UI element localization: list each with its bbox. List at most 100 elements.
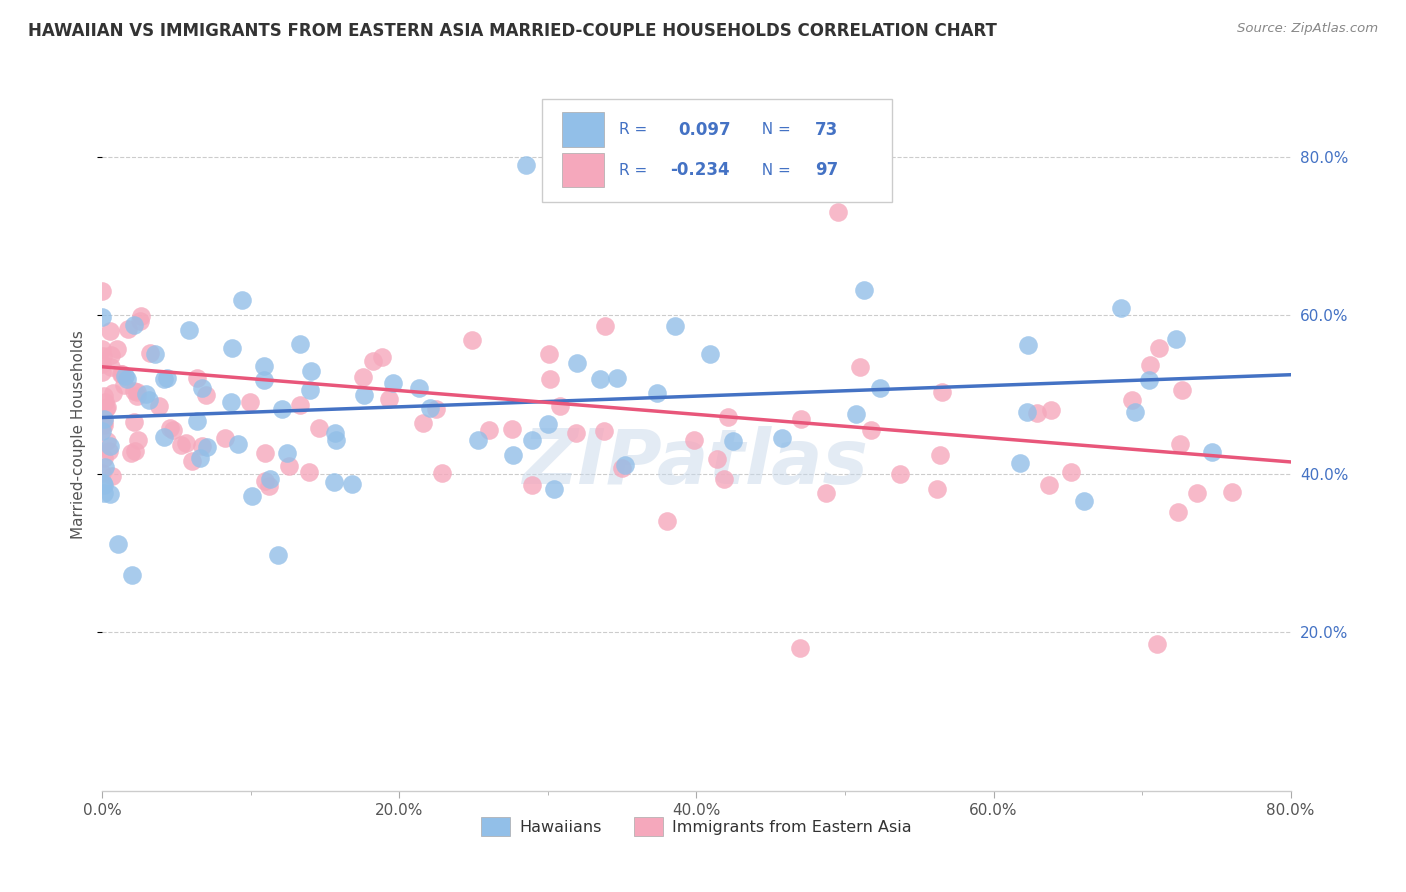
Point xyxy=(91,342,114,356)
Point xyxy=(593,424,616,438)
Point xyxy=(153,372,176,386)
Point xyxy=(91,466,114,480)
Point xyxy=(299,364,322,378)
Point xyxy=(186,370,208,384)
Point xyxy=(122,415,145,429)
Point xyxy=(252,359,274,374)
Point xyxy=(1147,341,1170,355)
Point xyxy=(1168,437,1191,451)
Point xyxy=(117,322,139,336)
Text: 0.097: 0.097 xyxy=(679,120,731,138)
Point xyxy=(353,388,375,402)
Point xyxy=(860,423,883,437)
Point xyxy=(138,346,160,360)
Point xyxy=(259,472,281,486)
Point xyxy=(91,357,114,371)
Point xyxy=(664,318,686,333)
Point xyxy=(181,453,204,467)
Point xyxy=(522,478,544,492)
Point xyxy=(610,461,633,475)
Point xyxy=(174,436,197,450)
Text: N =: N = xyxy=(752,122,796,137)
Point xyxy=(278,459,301,474)
Point xyxy=(101,386,124,401)
Point xyxy=(271,402,294,417)
Point xyxy=(239,395,262,409)
Legend: Hawaiians, Immigrants from Eastern Asia: Hawaiians, Immigrants from Eastern Asia xyxy=(472,809,920,844)
Point xyxy=(538,347,561,361)
Point xyxy=(1109,301,1132,315)
Point xyxy=(156,370,179,384)
Point xyxy=(191,439,214,453)
Point xyxy=(93,389,115,403)
Text: 97: 97 xyxy=(815,161,838,179)
Point xyxy=(276,445,298,459)
Point xyxy=(1026,406,1049,420)
Point xyxy=(93,350,115,364)
Point xyxy=(100,348,122,362)
Point xyxy=(98,324,121,338)
Point xyxy=(713,472,735,486)
Point xyxy=(94,401,117,415)
Point xyxy=(93,451,115,466)
Text: 73: 73 xyxy=(815,120,838,138)
Point xyxy=(467,433,489,447)
Point xyxy=(100,359,122,374)
Point xyxy=(188,451,211,466)
Point xyxy=(352,370,374,384)
Point xyxy=(91,417,114,431)
Text: R =: R = xyxy=(619,122,657,137)
Point xyxy=(928,448,950,462)
Point xyxy=(925,483,948,497)
Text: -0.234: -0.234 xyxy=(671,161,730,179)
Point xyxy=(107,342,129,356)
Point xyxy=(340,476,363,491)
Point xyxy=(91,365,114,379)
Point xyxy=(267,548,290,562)
Point xyxy=(96,434,118,448)
Point xyxy=(231,293,253,308)
Point xyxy=(1123,405,1146,419)
Point xyxy=(93,477,115,491)
Point xyxy=(717,409,740,424)
Point xyxy=(538,372,561,386)
Point xyxy=(138,393,160,408)
Point xyxy=(408,381,430,395)
Point xyxy=(91,425,114,439)
Point xyxy=(94,459,117,474)
Point xyxy=(845,407,868,421)
Point xyxy=(323,475,346,489)
Point xyxy=(1073,494,1095,508)
Point xyxy=(1121,393,1143,408)
Point xyxy=(548,399,571,413)
Point xyxy=(121,568,143,582)
Bar xyxy=(562,153,603,187)
Point xyxy=(1040,403,1063,417)
Point xyxy=(124,444,146,458)
Point xyxy=(501,422,523,436)
Point xyxy=(129,314,152,328)
Point xyxy=(129,309,152,323)
Point xyxy=(377,392,399,406)
Point xyxy=(186,414,208,428)
Point xyxy=(1059,465,1081,479)
Point xyxy=(1139,373,1161,387)
Point xyxy=(770,431,793,445)
Point xyxy=(789,641,811,656)
Text: ZIPatlas: ZIPatlas xyxy=(523,425,869,500)
Point xyxy=(1146,637,1168,651)
Point xyxy=(1139,358,1161,372)
Point xyxy=(120,446,142,460)
Point xyxy=(425,402,447,417)
Point xyxy=(371,351,394,365)
Point xyxy=(253,474,276,488)
Point xyxy=(889,467,911,481)
Point xyxy=(543,482,565,496)
Bar xyxy=(562,112,603,146)
Point xyxy=(565,356,588,370)
Point xyxy=(93,486,115,500)
Point xyxy=(127,433,149,447)
Point xyxy=(177,323,200,337)
Point xyxy=(100,468,122,483)
Point xyxy=(91,284,114,298)
